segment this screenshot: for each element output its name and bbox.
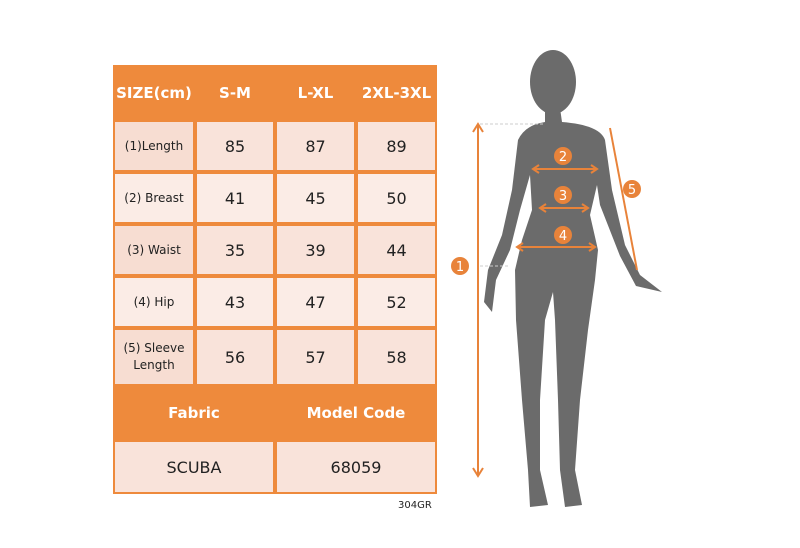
row-label: (3) Waist — [115, 226, 193, 274]
marker-4: 4 — [554, 226, 572, 244]
table-cell: 85 — [197, 122, 273, 170]
table-cell: 57 — [277, 330, 354, 384]
row-label: (5) Sleeve Length — [115, 330, 193, 384]
row-label: (1)Length — [115, 122, 193, 170]
table-cell: 43 — [197, 278, 273, 326]
table-cell: 89 — [358, 122, 435, 170]
table-cell: 56 — [197, 330, 273, 384]
marker-3: 3 — [554, 186, 572, 204]
sleeve-arrow — [609, 127, 638, 271]
table-cell: 52 — [358, 278, 435, 326]
table-cell: 41 — [197, 174, 273, 222]
svg-text:1: 1 — [456, 260, 464, 275]
column-header: L-XL — [297, 83, 334, 102]
silhouette — [484, 50, 662, 507]
marker-1: 1 — [451, 257, 469, 275]
size-chart-table: SIZE (cm) S-M L-XL 2XL-3XL (1)Length 85 87 89 (2)… — [113, 65, 437, 494]
row-label: (4) Hip — [115, 278, 193, 326]
table-cell: 44 — [358, 226, 435, 274]
model-code-value: 68059 — [277, 442, 435, 492]
svg-text:2: 2 — [559, 150, 567, 165]
footer-code: 304GR — [398, 500, 432, 511]
marker-5: 5 — [623, 180, 641, 198]
markers: 1 2 3 4 5 — [451, 147, 641, 275]
table-cell: 87 — [277, 122, 354, 170]
header-size-label: SIZE — [116, 83, 154, 102]
svg-text:5: 5 — [628, 183, 636, 198]
svg-text:3: 3 — [559, 189, 567, 204]
table-cell: 39 — [277, 226, 354, 274]
table-cell: 47 — [277, 278, 354, 326]
header-unit: (cm) — [153, 83, 192, 102]
model-code-header: Model Code — [306, 404, 406, 422]
marker-2: 2 — [554, 147, 572, 165]
header-size: SIZE (cm) — [115, 67, 193, 118]
fabric-header: Fabric — [168, 404, 220, 422]
table-cell: 50 — [358, 174, 435, 222]
svg-text:4: 4 — [559, 229, 567, 244]
table-cell: 35 — [197, 226, 273, 274]
table-cell: 58 — [358, 330, 435, 384]
table-cell: 45 — [277, 174, 354, 222]
column-header: S-M — [219, 83, 251, 102]
fabric-value: SCUBA — [115, 442, 273, 492]
row-label: (2) Breast — [115, 174, 193, 222]
column-header: 2XL-3XL — [361, 83, 432, 102]
